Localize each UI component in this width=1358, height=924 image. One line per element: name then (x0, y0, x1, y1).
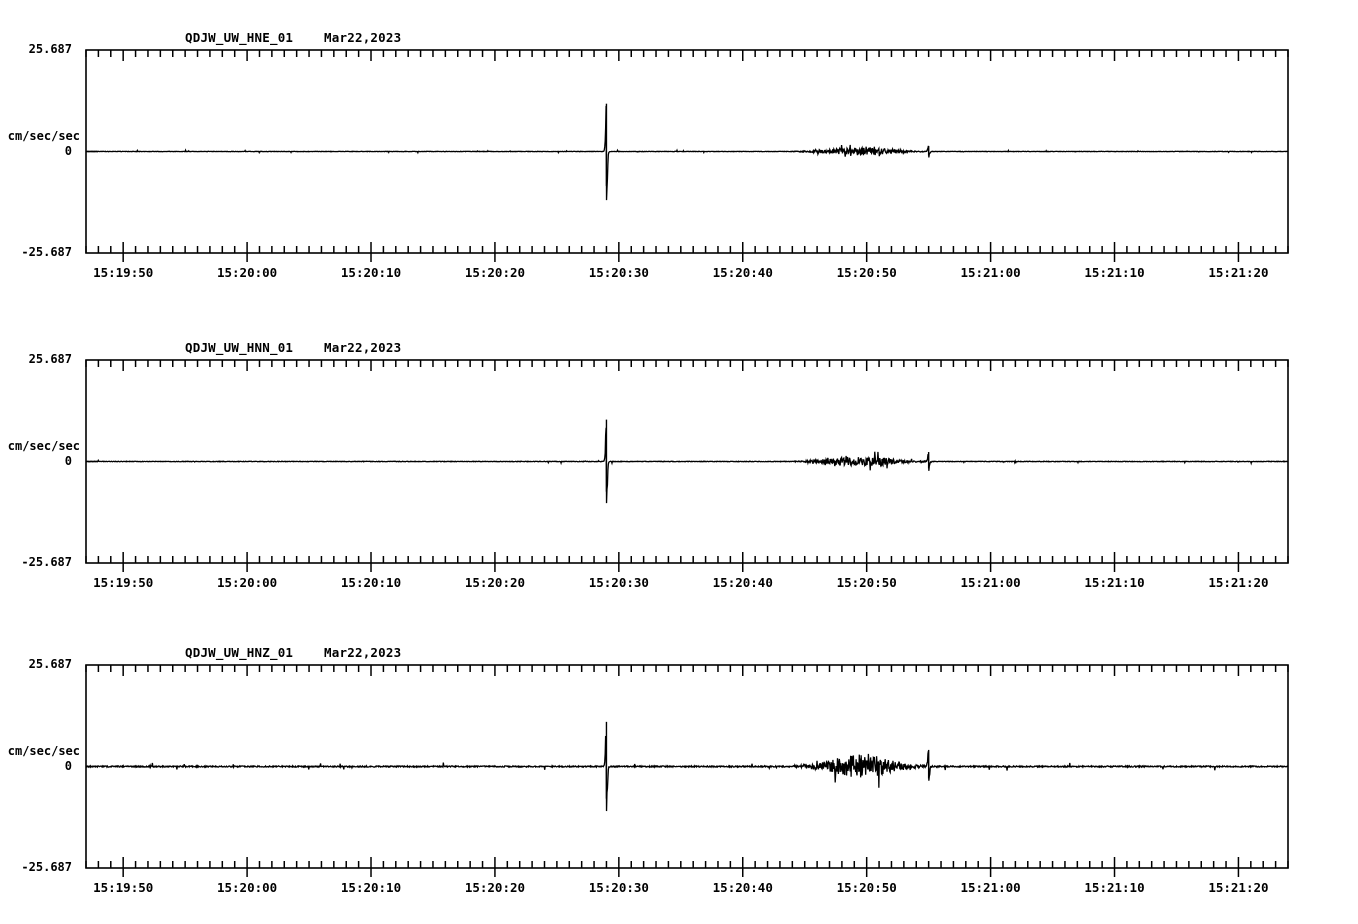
x-tick-label: 15:21:00 (960, 265, 1021, 280)
x-tick-label: 15:21:10 (1084, 265, 1145, 280)
x-tick-label: 15:20:10 (340, 575, 402, 590)
x-tick-label: 15:20:40 (712, 880, 773, 895)
y-tick-zero-hnz: 0 (64, 758, 72, 773)
y-tick-min-hnn: -25.687 (21, 555, 72, 569)
y-axis-units-hnn: cm/sec/sec (7, 438, 80, 453)
panel-title-hnn: QDJW_UW_HNN_01 Mar22,2023 (185, 340, 402, 355)
y-axis-units-hnz: cm/sec/sec (7, 743, 80, 758)
x-tick-label: 15:19:50 (93, 575, 154, 590)
x-tick-label: 15:20:40 (712, 265, 773, 280)
y-tick-max-hne: 25.687 (28, 42, 72, 56)
x-tick-label: 15:20:10 (340, 265, 402, 280)
x-tick-label: 15:20:40 (712, 575, 773, 590)
x-tick-label: 15:21:00 (960, 880, 1021, 895)
plot-area-hnn[interactable] (0, 346, 1298, 577)
plot-area-hnz[interactable] (0, 651, 1298, 882)
x-tick-label: 15:20:30 (588, 575, 649, 590)
x-tick-label: 15:19:50 (93, 880, 154, 895)
x-tick-label: 15:20:50 (836, 880, 897, 895)
waveform-trace (85, 735, 1289, 812)
x-tick-label: 15:21:20 (1208, 575, 1269, 590)
x-tick-label: 15:20:10 (340, 880, 402, 895)
x-tick-label: 15:20:30 (588, 265, 649, 280)
x-tick-label: 15:20:20 (464, 880, 526, 895)
plot-area-hne[interactable] (0, 36, 1298, 267)
y-tick-max-hnn: 25.687 (28, 352, 72, 366)
y-tick-zero-hnn: 0 (64, 453, 72, 468)
x-tick-label: 15:20:50 (836, 265, 897, 280)
x-tick-label: 15:20:30 (588, 880, 649, 895)
x-tick-label: 15:20:20 (464, 575, 526, 590)
y-tick-min-hne: -25.687 (21, 245, 72, 259)
x-tick-label: 15:21:00 (960, 575, 1021, 590)
waveform-trace (85, 427, 1289, 504)
x-tick-label: 15:21:20 (1208, 880, 1269, 895)
x-tick-label: 15:20:00 (216, 575, 278, 590)
x-tick-label: 15:20:00 (216, 265, 278, 280)
y-tick-min-hnz: -25.687 (21, 860, 72, 874)
x-tick-label: 15:20:20 (464, 265, 526, 280)
waveform-trace (85, 105, 1289, 201)
x-tick-label: 15:20:50 (836, 575, 897, 590)
panel-title-hnz: QDJW_UW_HNZ_01 Mar22,2023 (185, 645, 402, 660)
y-tick-max-hnz: 25.687 (28, 657, 72, 671)
y-tick-zero-hne: 0 (64, 143, 72, 158)
x-tick-label: 15:21:10 (1084, 575, 1145, 590)
x-tick-label: 15:20:00 (216, 880, 278, 895)
y-axis-units-hne: cm/sec/sec (7, 128, 80, 143)
panel-title-hne: QDJW_UW_HNE_01 Mar22,2023 (185, 30, 402, 45)
x-tick-label: 15:21:10 (1084, 880, 1145, 895)
x-tick-label: 15:21:20 (1208, 265, 1269, 280)
x-tick-label: 15:19:50 (93, 265, 154, 280)
